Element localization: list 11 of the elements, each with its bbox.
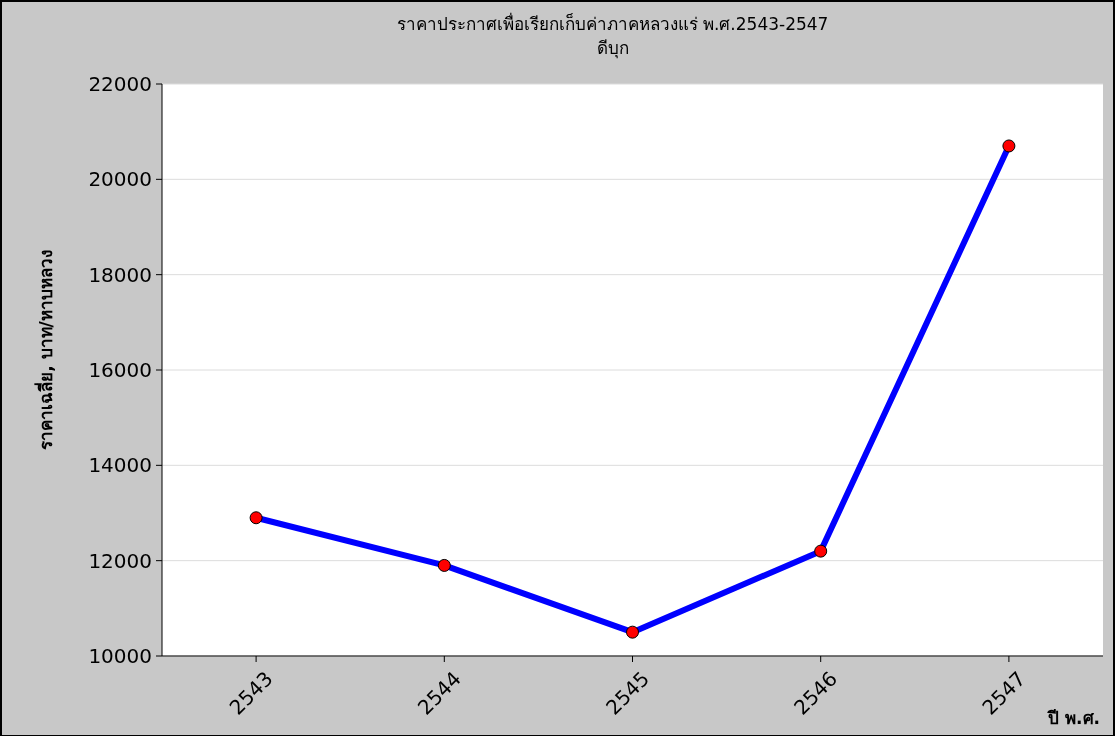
y-tick-label: 16000 xyxy=(88,358,152,382)
y-tick-label: 18000 xyxy=(88,262,152,287)
y-axis-title: ราคาเฉลี่ย, บาท/หาบหลวง xyxy=(34,250,56,450)
chart-subtitle: ดีบุก xyxy=(596,38,629,59)
x-axis-title: ปี พ.ศ. xyxy=(1047,708,1100,728)
y-tick-label: 20000 xyxy=(88,167,152,192)
y-tick-label: 12000 xyxy=(88,548,152,573)
y-tick-label: 22000 xyxy=(88,72,152,96)
chart-title: ราคาประกาศเพื่อเรียกเก็บค่าภาคหลวงแร่ พ.ศ.2543-2547 xyxy=(396,12,829,34)
y-tick-label: 10000 xyxy=(88,644,152,668)
y-tick-label: 14000 xyxy=(88,453,152,478)
